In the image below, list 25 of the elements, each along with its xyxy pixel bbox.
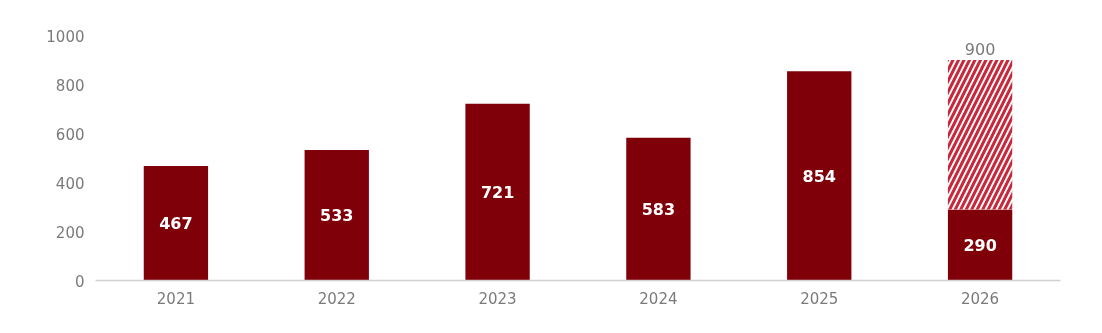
- y-tick-label: 400: [55, 174, 85, 193]
- x-tick-label: 2025: [800, 289, 839, 308]
- x-tick-label: 2021: [156, 289, 196, 308]
- data-label: 854: [802, 166, 836, 186]
- x-tick-label: 2026: [961, 289, 1000, 308]
- data-label: 467: [159, 214, 193, 234]
- bar: [947, 209, 1013, 281]
- data-label: 533: [320, 206, 354, 226]
- bar: [465, 103, 530, 281]
- y-tick-label: 800: [55, 76, 85, 95]
- x-tick-label: 2024: [639, 289, 678, 308]
- bar: [143, 166, 209, 281]
- x-tick-label: 2022: [317, 289, 356, 308]
- data-label: 290: [963, 235, 997, 255]
- y-tick-label: 200: [55, 223, 85, 242]
- y-tick-label: 1000: [46, 27, 85, 46]
- x-tick-label: 2023: [478, 289, 517, 308]
- bar: [304, 149, 369, 281]
- y-tick-label: 0: [74, 272, 85, 291]
- y-tick-label: 600: [55, 125, 85, 144]
- bar: [626, 137, 691, 281]
- total-label: 900: [964, 40, 996, 59]
- data-label: 583: [641, 200, 676, 220]
- data-label: 721: [480, 183, 515, 203]
- bar: [787, 71, 852, 281]
